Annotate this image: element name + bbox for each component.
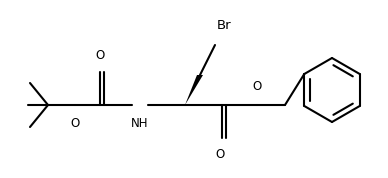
Text: NH: NH <box>131 117 149 130</box>
Text: O: O <box>252 80 262 93</box>
Text: O: O <box>70 117 80 130</box>
Polygon shape <box>185 75 203 105</box>
Text: O: O <box>95 49 105 62</box>
Text: Br: Br <box>217 19 232 32</box>
Text: O: O <box>215 148 225 161</box>
